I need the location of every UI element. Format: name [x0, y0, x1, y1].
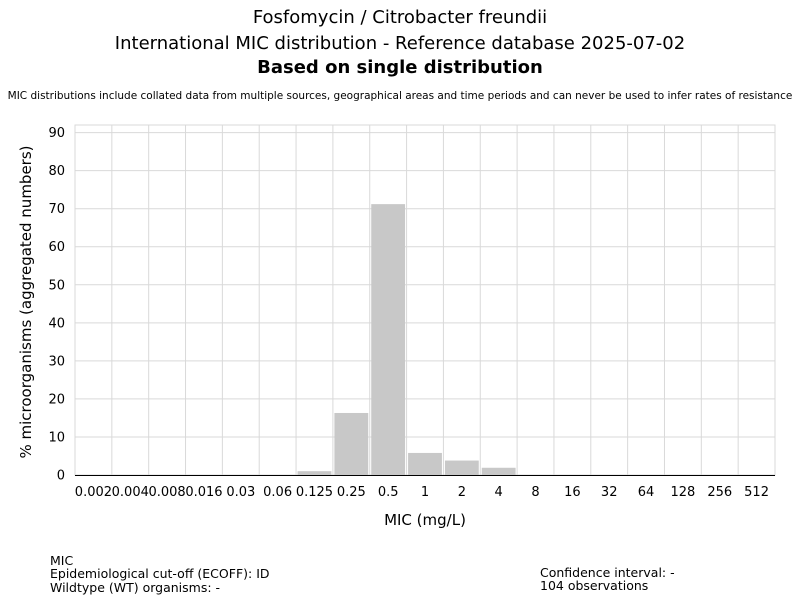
- x-tick-label: 0.25: [337, 485, 366, 500]
- confidence-interval-line: Confidence interval: -: [540, 565, 675, 580]
- x-tick-label: 0.06: [263, 485, 292, 500]
- observations-line: 104 observations: [540, 578, 649, 593]
- x-tick-label: 4: [495, 485, 503, 500]
- bar: [481, 467, 516, 475]
- x-tick-label: 0.5: [378, 485, 399, 500]
- y-tick-label: 70: [48, 202, 65, 217]
- mic-label: MIC: [50, 553, 74, 568]
- x-tick-label: 8: [531, 485, 539, 500]
- x-tick-label: 0.03: [226, 485, 255, 500]
- y-tick-label: 20: [48, 392, 65, 407]
- x-tick-label: 0.004: [112, 485, 149, 500]
- y-tick-label: 30: [48, 354, 65, 369]
- x-tick-label: 0.125: [296, 485, 333, 500]
- wildtype-line: Wildtype (WT) organisms: -: [50, 580, 221, 595]
- chart-subtitle-bold: Based on single distribution: [257, 57, 543, 78]
- y-tick-label: 60: [48, 240, 65, 255]
- y-tick-label: 50: [48, 278, 65, 293]
- y-axis-label: % microorganisms (aggregated numbers): [17, 145, 35, 458]
- bar: [444, 460, 479, 475]
- x-tick-label: 512: [744, 485, 769, 500]
- x-tick-label: 0.008: [148, 485, 185, 500]
- bar: [334, 412, 369, 475]
- x-tick-label: 0.002: [75, 485, 112, 500]
- y-tick-label: 0: [57, 469, 65, 484]
- disclaimer-text: MIC distributions include collated data …: [7, 90, 793, 102]
- y-tick-label: 40: [48, 316, 65, 331]
- x-tick-label: 1: [421, 485, 429, 500]
- x-tick-label: 256: [707, 485, 732, 500]
- y-tick-label: 10: [48, 430, 65, 445]
- bar: [408, 452, 442, 475]
- x-tick-label: 2: [458, 485, 466, 500]
- chart-subtitle: International MIC distribution - Referen…: [114, 33, 686, 54]
- ecoff-line: Epidemiological cut-off (ECOFF): ID: [50, 566, 270, 581]
- x-tick-label: 32: [601, 485, 618, 500]
- y-tick-label: 80: [48, 164, 65, 179]
- bar: [371, 204, 406, 475]
- x-tick-label: 16: [564, 485, 581, 500]
- chart-title: Fosfomycin / Citrobacter freundii: [252, 7, 548, 28]
- x-axis-label: MIC (mg/L): [384, 511, 466, 529]
- y-tick-label: 90: [48, 126, 65, 141]
- x-tick-label: 64: [638, 485, 655, 500]
- plot-frame: [74, 124, 776, 476]
- bar: [297, 471, 332, 475]
- x-tick-label: 128: [670, 485, 695, 500]
- x-tick-label: 0.016: [185, 485, 222, 500]
